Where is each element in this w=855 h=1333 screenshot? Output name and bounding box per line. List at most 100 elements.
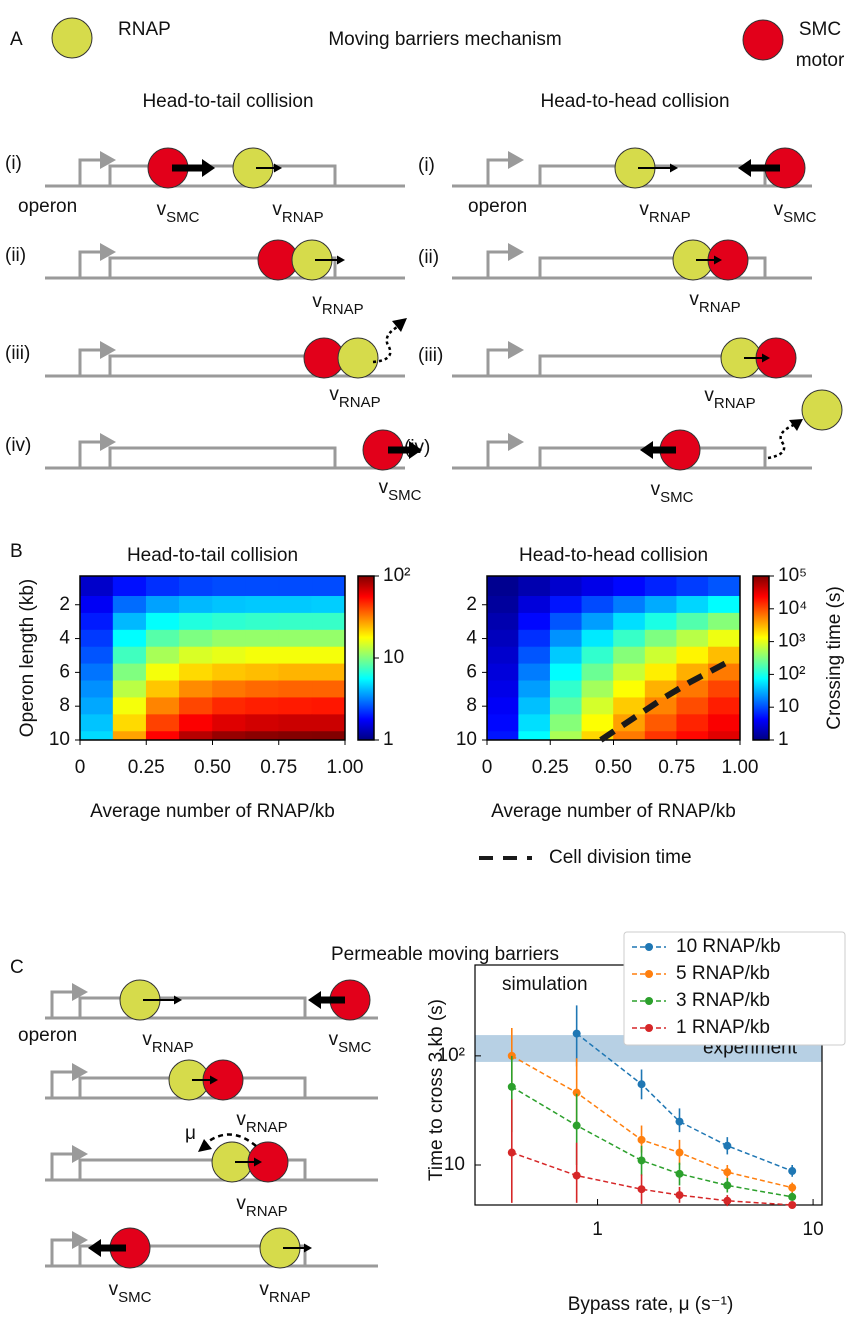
heatmap-cell	[613, 697, 646, 715]
heatmap-cell	[145, 731, 180, 741]
heatmap-cell	[549, 646, 583, 665]
arrow-head	[670, 163, 678, 173]
heatmap-cell	[112, 680, 147, 699]
heatmap-cell	[278, 629, 313, 648]
heatmap-cell	[212, 646, 246, 665]
heatmap-cell	[708, 731, 741, 741]
heatmap-cell	[708, 714, 741, 732]
heatmap-cell	[486, 629, 519, 648]
series-line	[511, 1055, 793, 1189]
promoter	[78, 440, 102, 468]
velocity-symbol: v	[109, 1279, 119, 1300]
heatmap-cell	[708, 595, 741, 614]
arrow-head	[409, 441, 422, 459]
panel-label: A	[10, 29, 23, 50]
arrow-head	[174, 995, 182, 1005]
heatmap-cell	[79, 612, 114, 631]
promoter	[78, 348, 102, 376]
colorbar-tick-label: 10²	[383, 565, 410, 586]
heatmap-cell	[311, 612, 346, 631]
heatmap-cell	[245, 595, 280, 614]
heatmap-cell	[145, 680, 180, 699]
heatmap-cell	[145, 595, 180, 614]
legend-label: SMC	[799, 19, 841, 40]
legend-marker	[645, 970, 653, 978]
operon	[78, 1158, 307, 1180]
legend-label: 1 RNAP/kb	[676, 1017, 770, 1038]
colorbar-tick-label: 1	[383, 729, 394, 750]
heatmap-cell	[179, 646, 213, 665]
heatmap-cell	[145, 575, 180, 597]
heatmap-cell	[486, 575, 519, 597]
heatmap-cell	[79, 714, 114, 732]
velocity-subscript: RNAP	[246, 1119, 288, 1136]
data-point	[572, 1121, 581, 1130]
heatmap-cell	[245, 646, 280, 665]
heatmap-cell	[311, 575, 346, 597]
heatmap-cell	[112, 714, 147, 732]
heatmap-cell	[549, 697, 583, 715]
promoter-head	[100, 243, 116, 261]
heatmap-cell	[518, 629, 551, 648]
velocity-symbol: v	[259, 1279, 269, 1300]
heatmap-cell	[518, 714, 551, 732]
promoter-head	[508, 433, 524, 451]
heatmap-cell	[179, 731, 213, 741]
heatmap-cell	[278, 663, 313, 682]
promoter-head	[72, 1231, 88, 1249]
data-point	[675, 1169, 684, 1178]
heatmap-cell	[145, 714, 180, 732]
heatmap-cell	[581, 646, 614, 665]
heatmap-cell	[278, 646, 313, 665]
velocity-symbol: v	[272, 199, 282, 220]
velocity-label: vRNAP	[236, 1193, 287, 1220]
heatmap-cell	[212, 612, 246, 631]
operon	[538, 256, 767, 278]
heatmap-cell	[613, 575, 646, 597]
legend-label: Cell division time	[549, 847, 692, 868]
heatmap-cell	[708, 612, 741, 631]
y-tick-label: 2	[466, 594, 477, 615]
heatmap-cell	[145, 629, 180, 648]
chart-title: Head-to-tail collision	[127, 545, 298, 566]
y-axis-label: Operon length (kb)	[17, 579, 38, 737]
heatmap-cell	[179, 595, 213, 614]
data-point	[788, 1192, 797, 1201]
heatmap-cell	[112, 731, 147, 741]
promoter	[50, 1070, 74, 1098]
row-label: (iv)	[5, 435, 31, 456]
heatmap-cell	[278, 731, 313, 741]
heatmap-cell	[112, 663, 147, 682]
data-point	[637, 1156, 646, 1165]
legend-label: motor	[796, 50, 845, 71]
operon	[108, 164, 337, 186]
velocity-subscript: RNAP	[269, 1289, 311, 1306]
heatmap-cell	[581, 663, 614, 682]
heatmap-cell	[311, 731, 346, 741]
velocity-subscript: SMC	[166, 209, 200, 226]
data-point	[675, 1148, 684, 1157]
row-label: (iii)	[5, 343, 30, 364]
x-tick-label: 0	[482, 757, 493, 778]
heatmap-cell	[245, 680, 280, 699]
colorbar-tick-label: 1	[778, 729, 789, 750]
velocity-subscript: SMC	[660, 489, 694, 506]
heatmap-cell	[179, 714, 213, 732]
heatmap-cell	[145, 646, 180, 665]
heatmap-cell	[311, 595, 346, 614]
heatmap-cell	[549, 680, 583, 699]
arrow-head	[714, 255, 722, 265]
velocity-label: vRNAP	[272, 199, 323, 226]
data-point	[637, 1185, 646, 1194]
heatmap-cell	[644, 595, 678, 614]
velocity-symbol: v	[329, 1029, 339, 1050]
heatmap-cell	[486, 646, 519, 665]
heatmap-cell	[613, 663, 646, 682]
heatmap-cell	[278, 595, 313, 614]
colorbar	[752, 575, 770, 741]
heatmap-cell	[245, 629, 280, 648]
rnap	[51, 17, 93, 59]
y-tick-label: 8	[59, 695, 70, 716]
colorbar-tick-label: 10²	[778, 663, 805, 684]
